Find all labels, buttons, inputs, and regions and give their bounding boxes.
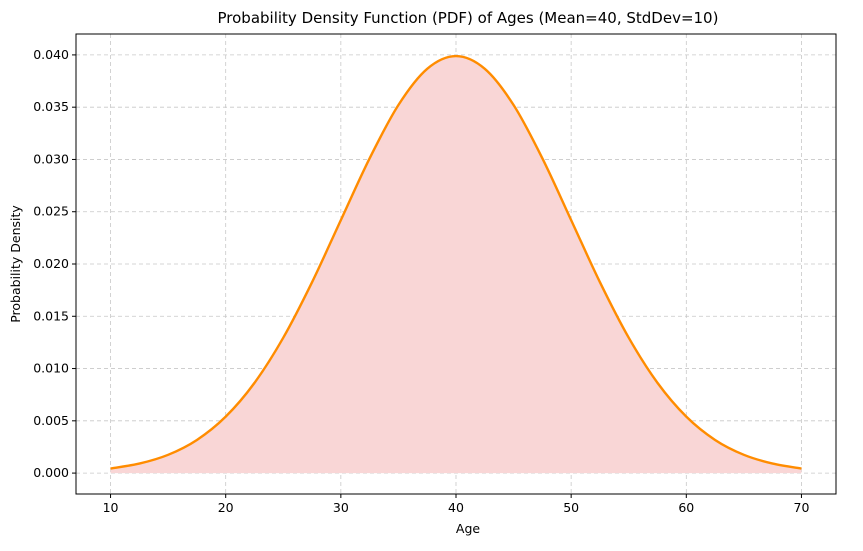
y-tick-label: 0.030 [33,151,69,166]
x-tick-label: 60 [678,500,694,515]
x-tick-label: 30 [333,500,349,515]
x-tick-label: 10 [103,500,119,515]
y-tick-label: 0.040 [33,47,69,62]
y-axis-label: Probability Density [8,205,23,323]
x-tick-label: 20 [218,500,234,515]
y-tick-label: 0.015 [33,308,69,323]
x-tick-label: 70 [794,500,810,515]
y-tick-label: 0.005 [33,413,69,428]
y-tick-label: 0.035 [33,99,69,114]
y-tick-label: 0.010 [33,361,69,376]
density-curve-line [110,54,802,470]
plot-area [110,54,802,474]
x-tick-label: 50 [563,500,579,515]
y-axis: 0.000 0.005 0.010 0.015 0.020 0.025 0.030 0.035… [33,47,76,480]
y-tick-label: 0.020 [33,256,69,271]
y-tick-label: 0.000 [33,465,69,480]
y-tick-label: 0.025 [33,204,69,219]
chart-title: Probability Density Function (PDF) of Ag… [218,9,719,27]
x-axis: 10 20 30 40 50 60 70 [103,494,810,515]
density-area-fill [110,56,802,474]
x-axis-label: Age [456,521,480,536]
x-tick-label: 40 [448,500,464,515]
